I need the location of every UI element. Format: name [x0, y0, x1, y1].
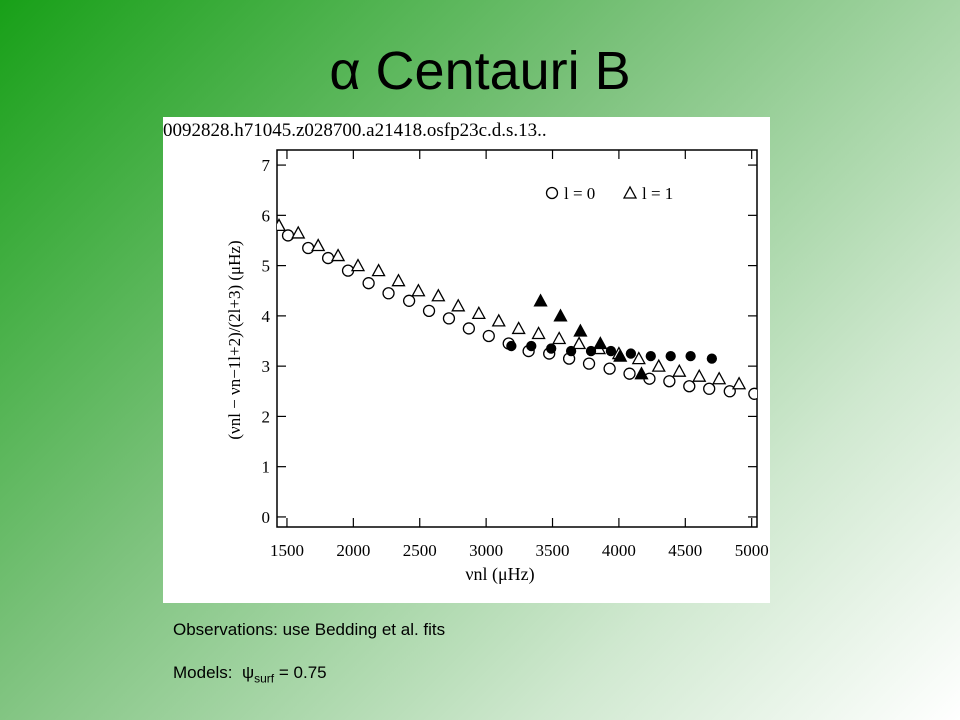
y-tick-label: 5 — [262, 257, 271, 276]
point — [442, 312, 456, 325]
x-tick-label: 4000 — [602, 541, 636, 560]
y-tick-label: 7 — [262, 156, 271, 175]
point — [651, 358, 666, 372]
point — [565, 345, 577, 357]
point — [593, 336, 608, 350]
slide-title: α Centauri B — [329, 41, 631, 101]
point — [634, 366, 649, 380]
models-symbol: ψ — [241, 663, 255, 682]
point — [471, 306, 486, 320]
point — [585, 345, 597, 357]
x-axis-label: νnl (μHz) — [465, 564, 534, 585]
point — [663, 375, 676, 388]
point — [645, 350, 656, 362]
point — [748, 387, 757, 400]
x-tick-label: 4500 — [668, 541, 702, 560]
point — [631, 351, 646, 365]
point — [685, 350, 696, 362]
point — [683, 380, 696, 393]
point — [613, 348, 628, 362]
point — [462, 322, 476, 335]
models-prefix: Models: — [173, 663, 233, 682]
point — [402, 294, 416, 307]
point — [491, 313, 506, 327]
point — [391, 273, 406, 287]
point — [362, 277, 375, 290]
models-note: Models: ψsurf = 0.75 — [173, 663, 327, 685]
legend-label: l = 1 — [642, 184, 673, 203]
point — [672, 363, 687, 377]
x-tick-label: 3000 — [469, 541, 503, 560]
chart-annotation: 0092828.h71045.z028700.a21418.osfp23c.d.… — [163, 120, 547, 141]
point — [605, 345, 617, 357]
y-tick-label: 6 — [262, 206, 271, 225]
y-tick-label: 0 — [262, 508, 271, 527]
models-suffix: = 0.75 — [278, 663, 327, 682]
legend-marker — [545, 186, 559, 200]
point — [321, 251, 335, 265]
point — [291, 225, 306, 239]
chart-background — [163, 117, 770, 603]
point — [431, 288, 446, 302]
point — [482, 329, 495, 343]
point — [571, 336, 587, 350]
point — [511, 321, 526, 335]
plot-frame — [276, 149, 758, 528]
x-tick-label: 2000 — [336, 541, 370, 560]
point — [506, 340, 517, 352]
y-axis-label: (νnl − νn−1l+2)/(2l+3) (μHz) — [225, 240, 244, 439]
point — [411, 283, 426, 297]
legend-label: l = 0 — [564, 184, 595, 203]
point — [382, 287, 395, 300]
point — [706, 353, 718, 364]
x-tick-label: 5000 — [735, 541, 769, 560]
point — [533, 293, 548, 307]
point — [623, 367, 636, 380]
point — [703, 382, 716, 395]
x-tick-label: 2500 — [403, 541, 437, 560]
models-subscript: surf — [254, 671, 275, 686]
point — [311, 238, 326, 252]
legend-marker — [622, 185, 638, 199]
point — [692, 368, 707, 382]
x-tick-label: 3500 — [536, 541, 570, 560]
x-tick-label: 1500 — [270, 541, 304, 560]
point — [573, 323, 588, 337]
point — [603, 362, 616, 375]
point — [371, 263, 386, 277]
point — [731, 376, 747, 390]
point — [526, 340, 537, 352]
point — [281, 229, 295, 242]
point — [330, 248, 346, 262]
point — [552, 331, 567, 345]
point — [531, 326, 546, 340]
point — [625, 348, 637, 359]
point — [582, 357, 596, 370]
point — [665, 350, 676, 362]
point — [451, 298, 466, 312]
point — [712, 371, 727, 385]
y-tick-label: 2 — [262, 407, 271, 426]
point — [350, 258, 366, 272]
point — [553, 308, 568, 322]
observations-note: Observations: use Bedding et al. fits — [173, 620, 446, 639]
y-tick-label: 1 — [262, 458, 271, 477]
y-tick-label: 4 — [262, 307, 271, 326]
y-tick-label: 3 — [262, 357, 271, 376]
point — [277, 218, 287, 232]
point — [422, 304, 436, 318]
point — [546, 343, 557, 354]
point — [302, 241, 315, 255]
